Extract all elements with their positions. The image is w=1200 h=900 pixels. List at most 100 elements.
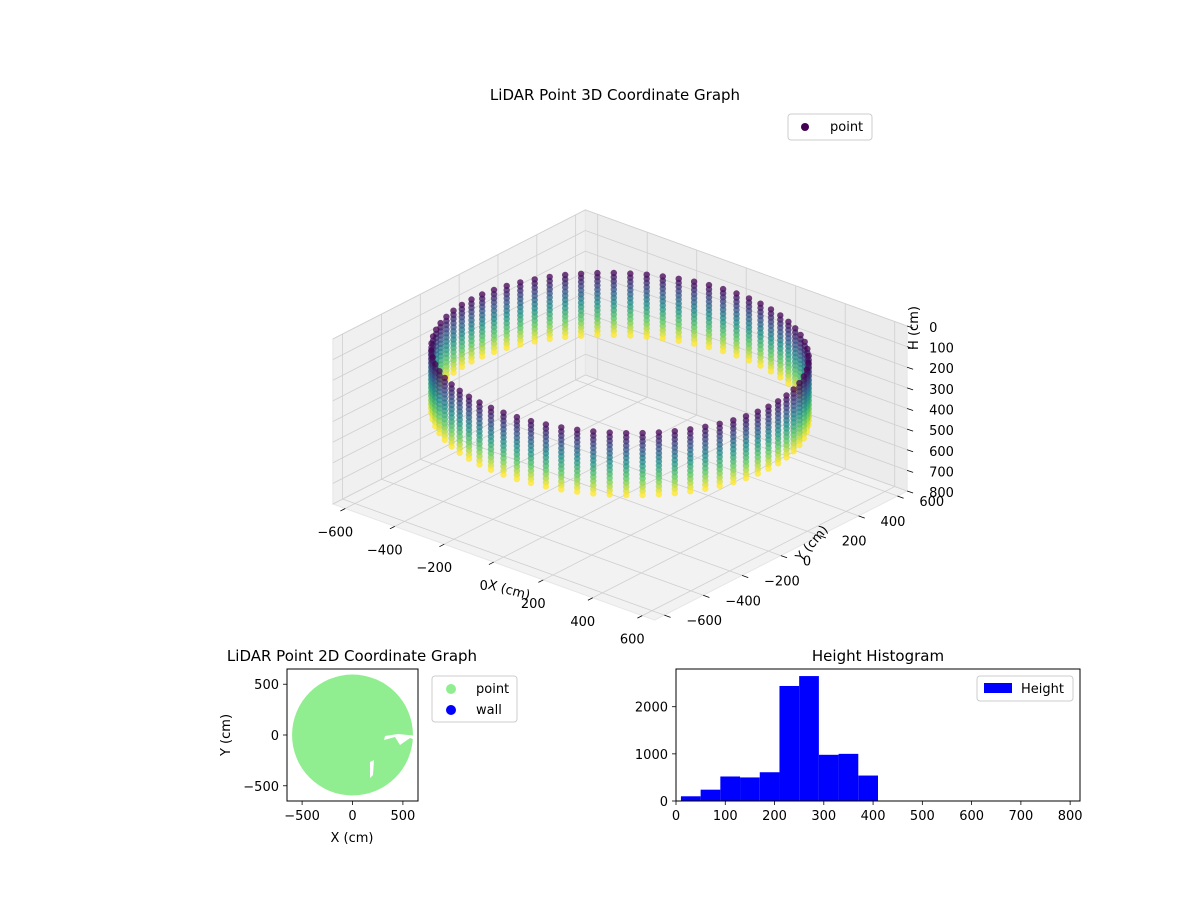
histogram-bar xyxy=(740,777,760,801)
chart-2d-legend-point-marker xyxy=(446,684,456,694)
x-tick xyxy=(488,561,494,565)
grid-line xyxy=(585,209,908,327)
point xyxy=(594,331,601,339)
x-tick xyxy=(439,543,445,548)
y-tick xyxy=(780,555,788,559)
histogram-bar xyxy=(779,685,800,801)
x-tick-label: 800 xyxy=(1058,809,1083,824)
x-tick-label: 500 xyxy=(910,809,935,824)
y-tick-label: 200 xyxy=(842,535,867,550)
point xyxy=(558,486,565,493)
x-tick xyxy=(637,615,643,619)
point xyxy=(623,491,630,499)
y-tick-label: 1000 xyxy=(635,748,668,763)
x-tick-label: −500 xyxy=(284,809,320,824)
x-tick-label: 600 xyxy=(959,809,984,824)
point xyxy=(479,353,486,360)
point xyxy=(487,466,495,473)
z-tick-label: 400 xyxy=(929,404,954,419)
grid-line xyxy=(585,353,908,471)
x-tick-label: 0 xyxy=(480,579,488,594)
x-tick-label: 200 xyxy=(762,809,787,824)
grid-line xyxy=(575,379,898,497)
chart-2d-legend-point-label: point xyxy=(476,682,509,697)
point xyxy=(733,352,740,359)
point xyxy=(690,340,698,347)
histogram-bar xyxy=(799,676,819,801)
point xyxy=(783,454,790,461)
histogram-bar xyxy=(838,753,859,801)
chart-histogram-ticks: 0 100 200 300 400 500 600 700 800 0 1000 2000 xyxy=(635,701,1083,824)
point xyxy=(448,443,455,450)
x-tick-label: 500 xyxy=(390,809,415,824)
chart-histogram-title: Height Histogram xyxy=(812,647,944,665)
chart-2d-ylabel: Y (cm) xyxy=(219,714,234,757)
point xyxy=(627,332,634,339)
y-tick-label: 600 xyxy=(919,495,944,510)
point xyxy=(716,482,723,489)
y-tick xyxy=(858,515,865,519)
y-tick-label: −500 xyxy=(243,780,279,795)
point xyxy=(730,479,737,486)
z-tick xyxy=(906,470,914,473)
point xyxy=(754,470,761,477)
histogram-bar xyxy=(858,775,878,801)
z-tick xyxy=(906,408,914,411)
grid-line xyxy=(585,312,908,430)
point xyxy=(643,333,650,340)
chart-histogram-bars xyxy=(680,676,878,801)
x-tick xyxy=(587,597,593,601)
z-tick xyxy=(906,428,914,432)
chart-3d-legend-label: point xyxy=(830,120,863,135)
point xyxy=(639,491,646,499)
y-tick xyxy=(819,535,827,539)
grid-line xyxy=(332,250,586,381)
chart-2d-gap xyxy=(370,760,374,778)
point xyxy=(441,436,448,443)
z-tick xyxy=(906,325,914,329)
point xyxy=(767,368,775,375)
point xyxy=(476,461,483,468)
chart-3d-ticks: −600−400−2000200400600−600−400−200020040… xyxy=(317,321,954,648)
point xyxy=(503,344,510,351)
y-tick-label: 0 xyxy=(803,555,811,570)
z-tick-label: 500 xyxy=(929,424,954,439)
chart-3d-zlabel: H (cm) xyxy=(907,306,922,350)
x-tick xyxy=(340,508,346,512)
point xyxy=(675,337,682,344)
x-tick-label: 200 xyxy=(521,597,546,612)
y-tick xyxy=(703,594,710,598)
y-tick xyxy=(664,614,671,618)
point xyxy=(745,357,753,364)
point xyxy=(562,333,569,341)
x-tick-label: 0 xyxy=(348,809,356,824)
point xyxy=(702,485,709,492)
x-tick-label: −600 xyxy=(317,525,353,540)
grid-line xyxy=(585,250,908,368)
chart-histogram-legend: Height xyxy=(976,675,1074,702)
chart-3d-points xyxy=(428,269,812,499)
point xyxy=(542,483,550,490)
x-tick-label: −400 xyxy=(367,543,403,558)
y-tick-label: 500 xyxy=(254,678,279,693)
point xyxy=(574,488,581,495)
chart-2d: LiDAR Point 2D Coordinate Graph −500 0 500… xyxy=(219,647,518,846)
x-tick-label: 400 xyxy=(570,615,595,630)
y-tick-label: 2000 xyxy=(635,701,668,716)
grid-line xyxy=(332,230,586,360)
point xyxy=(659,335,666,342)
point xyxy=(500,471,507,478)
z-tick xyxy=(906,490,914,494)
z-tick-label: 0 xyxy=(929,321,937,336)
x-tick-label: 100 xyxy=(713,809,738,824)
chart-3d-xlabel: X (cm) xyxy=(486,578,531,604)
point xyxy=(513,475,521,483)
grid-line xyxy=(332,209,586,340)
chart-2d-legend-wall-marker xyxy=(446,705,456,715)
point xyxy=(765,465,772,472)
y-tick xyxy=(741,575,749,579)
y-tick-label: 0 xyxy=(660,795,668,810)
point xyxy=(796,441,803,449)
point xyxy=(671,489,678,497)
